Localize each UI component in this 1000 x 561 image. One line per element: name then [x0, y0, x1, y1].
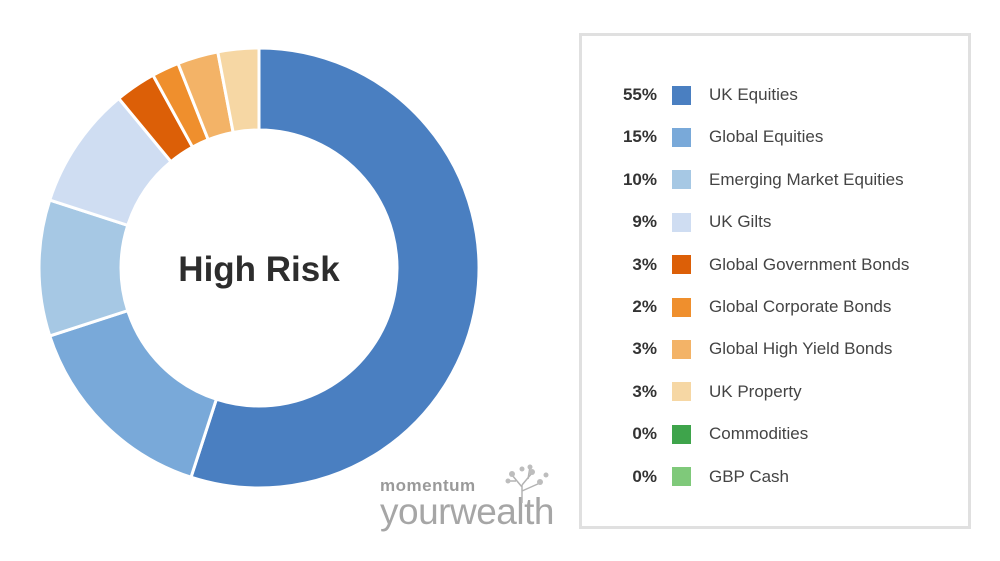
legend-item-global-equities: 15% Global Equities [582, 125, 823, 149]
legend-label: Commodities [709, 424, 809, 444]
legend-label: Global High Yield Bonds [709, 339, 893, 359]
logo-text-momentum: momentum [380, 476, 476, 495]
legend-label: UK Gilts [709, 212, 772, 232]
legend-item-global-government-bonds: 3% Global Government Bonds [582, 253, 909, 277]
donut-slice-uk-property [216, 46, 261, 135]
legend-percent: 9% [632, 212, 657, 232]
legend-percent: 3% [632, 339, 657, 359]
legend-item-global-high-yield-bonds: 3% Global High Yield Bonds [582, 337, 892, 361]
tree-logo-icon [505, 464, 549, 503]
donut-chart [37, 46, 481, 490]
logo-text-yourwealth: yourwealth [380, 491, 554, 532]
chart-center-label: High Risk [178, 250, 340, 289]
legend-label: Global Corporate Bonds [709, 297, 892, 316]
legend-percent: 55% [622, 85, 657, 104]
legend-percent: 3% [632, 254, 657, 274]
legend-percent: 10% [622, 169, 657, 189]
legend-label: Global Equities [709, 127, 824, 147]
legend-percent: 2% [632, 297, 657, 316]
legend-item-uk-property: 3% UK Property [582, 380, 802, 404]
donut-slice-uk-equities [189, 46, 481, 490]
legend-swatch [672, 127, 691, 147]
legend-percent: 0% [632, 466, 657, 486]
legend-label: Emerging Market Equities [709, 169, 904, 189]
legend-swatch [672, 297, 691, 317]
chart-legend: 55% UK Equities 15% Global Equities 10% Emerg… [579, 33, 971, 529]
legend-percent: 0% [632, 424, 657, 444]
legend-item-global-corporate-bonds: 2% Global Corporate Bonds [582, 295, 891, 319]
donut-slice-global-equities [47, 308, 219, 480]
legend-swatch [672, 339, 691, 359]
legend-swatch [672, 212, 691, 232]
legend-swatch [672, 424, 691, 444]
legend-swatch [672, 467, 691, 487]
legend-item-uk-equities: 55% UK Equities [582, 83, 798, 107]
legend-percent: 15% [622, 127, 657, 147]
legend-percent: 3% [632, 381, 657, 401]
legend-item-uk-gilts: 9% UK Gilts [582, 210, 771, 234]
legend-label: UK Property [709, 381, 802, 401]
legend-item-gbp-cash: 0% GBP Cash [582, 465, 789, 489]
momentum-yourwealth-logo: momentum yourwealth [380, 474, 565, 544]
legend-label: UK Equities [709, 85, 798, 104]
legend-swatch [672, 85, 691, 105]
legend-swatch [672, 382, 691, 402]
legend-item-emerging-market-equities: 10% Emerging Market Equities [582, 168, 904, 192]
legend-label: Global Government Bonds [709, 254, 910, 274]
legend-label: GBP Cash [709, 466, 790, 486]
legend-item-commodities: 0% Commodities [582, 422, 808, 446]
legend-swatch [672, 170, 691, 190]
legend-swatch [672, 255, 691, 275]
